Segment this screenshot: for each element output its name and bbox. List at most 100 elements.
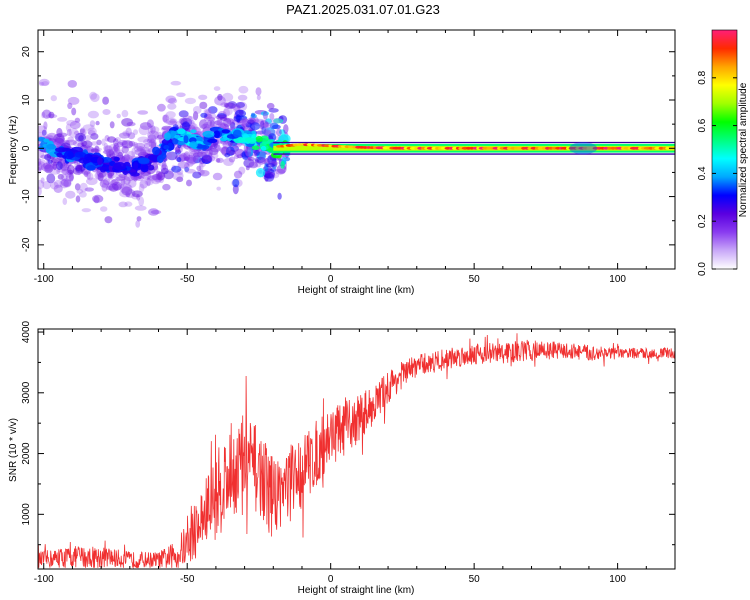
heatmap-cell bbox=[196, 165, 202, 171]
heatmap-cell bbox=[155, 170, 163, 180]
heatmap-cell bbox=[207, 155, 216, 162]
heatmap-cell bbox=[56, 127, 63, 138]
heatmap-cell bbox=[171, 165, 182, 173]
heatmap-cell bbox=[269, 113, 275, 120]
heatmap-cell bbox=[102, 150, 114, 155]
heatmap-cell bbox=[167, 103, 177, 110]
heatmap-cell bbox=[87, 172, 94, 181]
heatmap-cell bbox=[121, 154, 134, 164]
y-tick-label: 2000 bbox=[21, 442, 32, 465]
heatmap-cell bbox=[260, 111, 269, 116]
heatmap-cell bbox=[223, 117, 232, 128]
heatmap-cell bbox=[151, 126, 160, 133]
x-tick-label: -50 bbox=[180, 274, 195, 285]
heatmap-cell bbox=[83, 170, 89, 177]
heatmap-cell bbox=[203, 116, 216, 122]
heatmap-cell bbox=[113, 138, 119, 147]
heatmap-cell bbox=[195, 152, 202, 159]
heatmap-cell bbox=[212, 172, 223, 181]
heatmap-cell bbox=[61, 168, 71, 176]
heatmap-cell bbox=[157, 171, 166, 181]
heatmap-cell bbox=[187, 156, 199, 165]
heatmap-cell bbox=[90, 148, 99, 153]
heatmap-cell bbox=[103, 142, 109, 153]
heatmap-cell bbox=[221, 129, 230, 134]
heatmap-cell bbox=[263, 173, 275, 182]
heatmap-cell bbox=[136, 216, 142, 222]
heatmap-cell bbox=[186, 179, 192, 187]
snr-x-ticks: -100 -50 0 50 100 bbox=[34, 329, 676, 585]
heatmap-cell bbox=[60, 173, 68, 182]
heatmap-cell bbox=[80, 140, 88, 147]
heatmap-cell bbox=[254, 156, 266, 164]
heatmap-cell bbox=[137, 157, 150, 164]
heatmap-cell bbox=[38, 158, 46, 165]
heatmap-cell bbox=[174, 134, 181, 139]
snr-series bbox=[38, 333, 675, 569]
heatmap-cell bbox=[84, 167, 89, 178]
heatmap-cell bbox=[100, 206, 108, 212]
heatmap-cell bbox=[170, 80, 182, 86]
heatmap-cell bbox=[156, 134, 165, 140]
heatmap-cell bbox=[255, 135, 263, 143]
y-tick-label: -10 bbox=[21, 189, 32, 204]
heatmap-cell bbox=[199, 119, 208, 130]
figure-title: PAZ1.2025.031.07.01.G23 bbox=[286, 2, 440, 17]
x-tick-label: 100 bbox=[609, 274, 626, 285]
heatmap-cell bbox=[121, 186, 133, 196]
heatmap-cell bbox=[569, 142, 598, 155]
heatmap-cell bbox=[188, 150, 200, 160]
heatmap-cell bbox=[196, 151, 207, 157]
heatmap-cell bbox=[119, 186, 131, 194]
heatmap-cell bbox=[49, 163, 55, 170]
heatmap-cell bbox=[44, 164, 54, 174]
heatmap-cell bbox=[269, 122, 279, 129]
heatmap-cell bbox=[63, 139, 70, 149]
heatmap-cell bbox=[125, 188, 136, 198]
heatmap-cell bbox=[134, 175, 144, 181]
heatmap-cell bbox=[66, 128, 72, 137]
heatmap-cell bbox=[118, 201, 128, 208]
heatmap-cell bbox=[172, 137, 179, 145]
heatmap-cell bbox=[245, 146, 251, 157]
heatmap-cell bbox=[52, 161, 58, 171]
heatmap-cell bbox=[100, 179, 105, 184]
heatmap-cell bbox=[230, 121, 236, 132]
heatmap-cell bbox=[472, 146, 478, 150]
heatmap-cell bbox=[43, 138, 50, 143]
heatmap-cell bbox=[253, 118, 265, 124]
heatmap-cell bbox=[120, 178, 126, 186]
heatmap-cell bbox=[133, 162, 139, 170]
heatmap-cell bbox=[217, 93, 223, 101]
heatmap-cell bbox=[53, 138, 63, 145]
heatmap-cell bbox=[164, 132, 171, 141]
heatmap-cell bbox=[167, 120, 178, 126]
snr-frame bbox=[37, 328, 676, 570]
heatmap-cell bbox=[97, 172, 104, 182]
heatmap-cell bbox=[233, 154, 239, 159]
heatmap-cell bbox=[118, 139, 128, 146]
heatmap-cell bbox=[113, 162, 127, 171]
heatmap-cell bbox=[241, 118, 250, 128]
heatmap-cell bbox=[201, 123, 210, 129]
heatmap-cell bbox=[156, 155, 164, 163]
heatmap-cell bbox=[237, 94, 248, 101]
x-tick-label: -100 bbox=[34, 574, 54, 585]
heatmap-cell bbox=[280, 161, 285, 169]
heatmap-cell bbox=[97, 156, 103, 166]
heatmap-cell bbox=[201, 154, 212, 164]
heatmap-cell bbox=[165, 117, 178, 126]
heatmap-cell bbox=[190, 129, 197, 134]
heatmap-cell bbox=[255, 168, 266, 178]
heatmap-cell bbox=[241, 150, 249, 160]
heatmap-cell bbox=[147, 175, 158, 181]
heatmap-cell bbox=[84, 153, 93, 161]
x-tick-label: 100 bbox=[609, 574, 626, 585]
heatmap-cell bbox=[82, 129, 87, 136]
heatmap-cell bbox=[131, 193, 140, 200]
heatmap-cell bbox=[208, 149, 213, 157]
heatmap-cell bbox=[128, 140, 136, 147]
heatmap-cell bbox=[251, 112, 256, 117]
heatmap-cell bbox=[191, 123, 198, 132]
